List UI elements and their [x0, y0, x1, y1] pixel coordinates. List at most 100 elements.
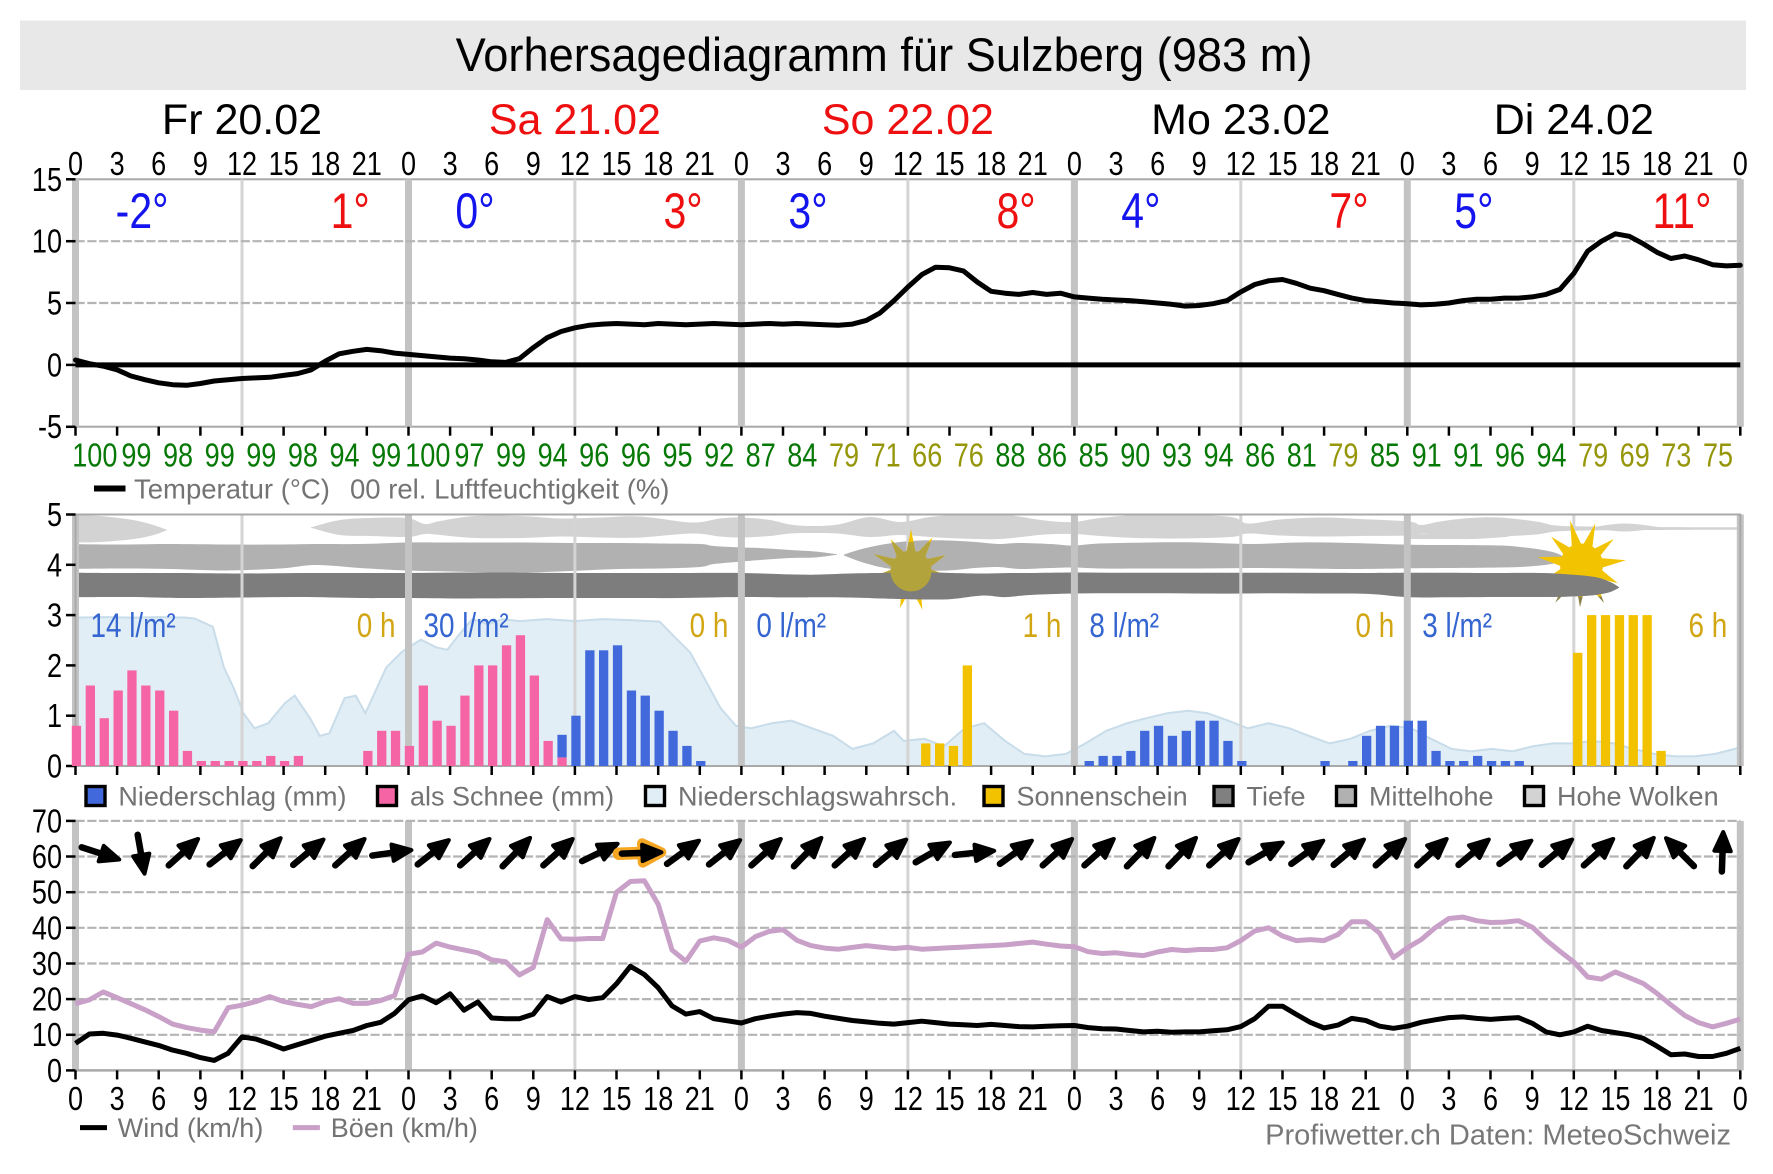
svg-text:99: 99: [205, 438, 235, 474]
svg-text:3: 3: [1108, 1082, 1123, 1118]
svg-text:0: 0: [1400, 1082, 1415, 1118]
svg-text:3: 3: [110, 147, 125, 183]
svg-text:1°: 1°: [331, 183, 370, 239]
svg-text:9: 9: [859, 147, 874, 183]
svg-text:0: 0: [1733, 147, 1748, 183]
svg-text:-5: -5: [38, 410, 62, 446]
svg-text:15: 15: [1267, 147, 1297, 183]
svg-text:21: 21: [1018, 1082, 1048, 1118]
svg-text:99: 99: [246, 438, 276, 474]
svg-text:21: 21: [1684, 1082, 1714, 1118]
svg-text:79: 79: [1328, 438, 1358, 474]
svg-text:4: 4: [47, 548, 62, 584]
svg-text:95: 95: [662, 438, 692, 474]
svg-text:100: 100: [72, 438, 117, 474]
svg-text:88: 88: [995, 438, 1025, 474]
svg-text:14 l/m²: 14 l/m²: [91, 606, 176, 644]
svg-text:Niederschlag (mm): Niederschlag (mm): [118, 782, 346, 812]
svg-text:18: 18: [976, 147, 1006, 183]
svg-text:71: 71: [871, 438, 901, 474]
svg-text:18: 18: [1642, 147, 1672, 183]
svg-text:6: 6: [817, 1082, 832, 1118]
svg-text:11°: 11°: [1653, 183, 1712, 239]
svg-text:7°: 7°: [1329, 183, 1368, 239]
svg-text:70: 70: [32, 804, 62, 840]
svg-text:15: 15: [601, 147, 631, 183]
svg-text:3°: 3°: [663, 183, 702, 239]
svg-text:12: 12: [227, 1082, 257, 1118]
svg-text:21: 21: [352, 1082, 382, 1118]
svg-text:21: 21: [352, 147, 382, 183]
svg-text:00 rel. Luftfeuchtigkeit (%): 00 rel. Luftfeuchtigkeit (%): [350, 474, 669, 505]
svg-text:15: 15: [32, 162, 62, 198]
svg-text:12: 12: [560, 1082, 590, 1118]
svg-text:0: 0: [1067, 1082, 1082, 1118]
svg-text:6: 6: [151, 1082, 166, 1118]
svg-text:20: 20: [32, 982, 62, 1018]
svg-text:18: 18: [976, 1082, 1006, 1118]
svg-text:15: 15: [934, 147, 964, 183]
svg-text:Sa 21.02: Sa 21.02: [489, 96, 661, 144]
svg-text:3: 3: [110, 1082, 125, 1118]
svg-text:12: 12: [1226, 147, 1256, 183]
svg-text:0 h: 0 h: [357, 606, 396, 644]
svg-text:3: 3: [443, 1082, 458, 1118]
svg-text:6: 6: [1483, 1082, 1498, 1118]
svg-text:als Schnee (mm): als Schnee (mm): [410, 782, 614, 812]
svg-text:75: 75: [1703, 438, 1733, 474]
svg-text:1: 1: [47, 699, 62, 735]
svg-text:21: 21: [1018, 147, 1048, 183]
svg-text:5°: 5°: [1454, 183, 1493, 239]
svg-text:0: 0: [68, 147, 83, 183]
svg-text:12: 12: [893, 1082, 923, 1118]
svg-text:9: 9: [1192, 147, 1207, 183]
svg-text:3: 3: [1441, 147, 1456, 183]
svg-text:15: 15: [269, 1082, 299, 1118]
svg-text:Temperatur (°C): Temperatur (°C): [134, 474, 330, 505]
svg-text:6: 6: [151, 147, 166, 183]
svg-text:21: 21: [1351, 147, 1381, 183]
svg-text:-2°: -2°: [116, 183, 169, 239]
svg-text:18: 18: [1309, 1082, 1339, 1118]
svg-text:99: 99: [371, 438, 401, 474]
svg-text:73: 73: [1661, 438, 1691, 474]
svg-text:0: 0: [1733, 1082, 1748, 1118]
svg-text:3 l/m²: 3 l/m²: [1422, 606, 1492, 644]
svg-text:Niederschlagswahrsch.: Niederschlagswahrsch.: [678, 782, 957, 812]
svg-text:6: 6: [1150, 1082, 1165, 1118]
svg-text:3: 3: [775, 1082, 790, 1118]
svg-text:94: 94: [329, 438, 359, 474]
svg-text:3: 3: [1441, 1082, 1456, 1118]
svg-text:21: 21: [1351, 1082, 1381, 1118]
svg-text:3: 3: [443, 147, 458, 183]
svg-text:30 l/m²: 30 l/m²: [424, 606, 509, 644]
svg-text:3: 3: [1108, 147, 1123, 183]
svg-text:0: 0: [1067, 147, 1082, 183]
svg-text:Tiefe: Tiefe: [1247, 782, 1306, 812]
svg-text:15: 15: [269, 147, 299, 183]
svg-text:76: 76: [954, 438, 984, 474]
svg-text:Hohe Wolken: Hohe Wolken: [1557, 782, 1719, 812]
svg-text:96: 96: [621, 438, 651, 474]
svg-text:12: 12: [893, 147, 923, 183]
svg-text:92: 92: [704, 438, 734, 474]
svg-text:91: 91: [1412, 438, 1442, 474]
svg-text:15: 15: [934, 1082, 964, 1118]
svg-text:6: 6: [484, 147, 499, 183]
svg-text:86: 86: [1037, 438, 1067, 474]
svg-text:0: 0: [47, 348, 62, 384]
svg-text:93: 93: [1162, 438, 1192, 474]
svg-text:9: 9: [526, 147, 541, 183]
svg-text:Profiwetter.ch Daten: MeteoSch: Profiwetter.ch Daten: MeteoSchweiz: [1265, 1120, 1731, 1152]
svg-text:85: 85: [1370, 438, 1400, 474]
svg-text:18: 18: [1642, 1082, 1672, 1118]
svg-text:69: 69: [1620, 438, 1650, 474]
svg-text:0: 0: [401, 147, 416, 183]
svg-text:9: 9: [1525, 147, 1540, 183]
svg-text:1 h: 1 h: [1023, 606, 1062, 644]
svg-text:21: 21: [685, 147, 715, 183]
svg-text:9: 9: [526, 1082, 541, 1118]
svg-text:0: 0: [47, 1053, 62, 1089]
svg-text:96: 96: [1495, 438, 1525, 474]
svg-text:99: 99: [496, 438, 526, 474]
